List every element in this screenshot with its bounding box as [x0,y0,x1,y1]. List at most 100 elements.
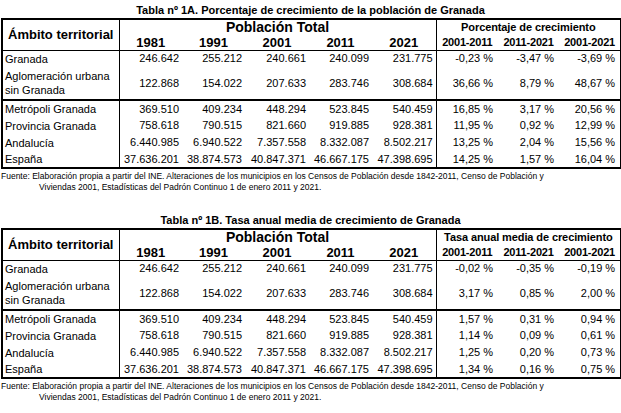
growth-group-header: Porcentaje de crecimiento [436,19,621,35]
table-1a-title: Tabla nº 1A. Porcentaje de crecimiento d… [1,4,620,16]
table-row: Metrópoli Granada 369.510 409.234 448.29… [2,100,621,117]
growth-value: 0,31 % [498,310,559,327]
period-header: 2001-2011 [436,245,498,260]
population-value: 409.234 [182,310,245,327]
growth-value: 2,04 % [498,134,559,151]
population-value: 540.459 [372,100,436,117]
population-value: 246.642 [119,260,182,277]
growth-value: 1,14 % [436,327,498,344]
growth-value: -0,23 % [436,50,498,67]
population-value: 46.667.175 [309,151,372,168]
growth-value: 48,67 % [559,67,621,100]
growth-value: 3,17 % [498,100,559,117]
population-value: 47.398.695 [372,151,436,168]
corner-header: Ámbito territorial [2,19,119,50]
population-group-header: Población Total [119,229,436,245]
population-value: 8.332.087 [309,134,372,151]
year-header: 2011 [309,245,372,260]
row-label: Granada [2,50,119,67]
population-value: 448.294 [245,100,309,117]
table-row: Granada 246.642 255.212 240.661 240.099 … [2,50,621,67]
growth-value: 12,99 % [559,117,621,134]
source-line: Fuente: Elaboración propia a partir del … [1,171,620,182]
row-label: España [2,361,119,378]
growth-value: 1,34 % [436,361,498,378]
row-label: Aglomeración urbana sin Granada [2,67,119,100]
growth-value: 0,75 % [559,361,621,378]
row-label: Aglomeración urbana sin Granada [2,277,119,310]
growth-value: 16,85 % [436,100,498,117]
growth-value: 0,16 % [498,361,559,378]
table-row: España 37.636.201 38.874.573 40.847.371 … [2,151,621,168]
population-value: 240.661 [245,260,309,277]
growth-value: 0,94 % [559,310,621,327]
growth-value: 13,25 % [436,134,498,151]
population-value: 308.684 [372,277,436,310]
population-value: 37.636.201 [119,361,182,378]
table-row: Provincia Granada 758.618 790.515 821.66… [2,327,621,344]
year-header: 1981 [119,35,182,50]
population-value: 7.357.558 [245,344,309,361]
population-value: 448.294 [245,310,309,327]
growth-value: 0,61 % [559,327,621,344]
row-label: Metrópoli Granada [2,310,119,327]
population-value: 523.845 [309,310,372,327]
population-value: 928.381 [372,117,436,134]
growth-value: 0,73 % [559,344,621,361]
growth-value: 0,20 % [498,344,559,361]
table-row: Andalucía 6.440.985 6.940.522 7.357.558 … [2,134,621,151]
source-line: Viviendas 2001, Estadísticas del Padrón … [1,392,620,403]
growth-value: 20,56 % [559,100,621,117]
population-value: 758.618 [119,117,182,134]
population-value: 207.633 [245,277,309,310]
source-line: Viviendas 2001, Estadísticas del Padrón … [1,182,620,193]
population-value: 6.940.522 [182,344,245,361]
growth-value: -0,02 % [436,260,498,277]
table-row: Metrópoli Granada 369.510 409.234 448.29… [2,310,621,327]
year-header: 2021 [372,35,436,50]
population-value: 240.661 [245,50,309,67]
population-value: 231.775 [372,260,436,277]
row-label: España [2,151,119,168]
growth-value: 0,09 % [498,327,559,344]
row-label: Provincia Granada [2,327,119,344]
table-row: Aglomeración urbana sin Granada 122.868 … [2,277,621,310]
table-1a: Ámbito territorial Población Total Porce… [1,18,621,169]
population-value: 283.746 [309,67,372,100]
growth-value: 1,57 % [498,151,559,168]
year-header: 1981 [119,245,182,260]
table-row: Andalucía 6.440.985 6.940.522 7.357.558 … [2,344,621,361]
population-value: 8.332.087 [309,344,372,361]
population-value: 369.510 [119,310,182,327]
population-value: 154.022 [182,67,245,100]
population-value: 154.022 [182,277,245,310]
population-value: 255.212 [182,260,245,277]
population-value: 758.618 [119,327,182,344]
growth-value: -0,35 % [498,260,559,277]
population-value: 255.212 [182,50,245,67]
population-value: 8.502.217 [372,134,436,151]
year-header: 2011 [309,35,372,50]
table-row: Ámbito territorial Población Total Tasa … [2,229,621,245]
population-value: 231.775 [372,50,436,67]
growth-group-header: Tasa anual media de crecimiento [436,229,621,245]
population-value: 540.459 [372,310,436,327]
year-header: 1991 [182,35,245,50]
growth-value: -0,19 % [559,260,621,277]
period-header: 2001-2011 [436,35,498,50]
table-row: Granada 246.642 255.212 240.661 240.099 … [2,260,621,277]
population-value: 40.847.371 [245,151,309,168]
population-value: 821.660 [245,117,309,134]
growth-value: 3,17 % [436,277,498,310]
population-value: 38.874.573 [182,151,245,168]
table-row: Aglomeración urbana sin Granada 122.868 … [2,67,621,100]
growth-value: -3,47 % [498,50,559,67]
population-value: 240.099 [309,50,372,67]
population-value: 928.381 [372,327,436,344]
period-header: 2011-2021 [498,35,559,50]
population-value: 46.667.175 [309,361,372,378]
growth-value: 8,79 % [498,67,559,100]
growth-value: 2,00 % [559,277,621,310]
table-1b-source: Fuente: Elaboración propia a partir del … [1,381,620,402]
row-label: Granada [2,260,119,277]
